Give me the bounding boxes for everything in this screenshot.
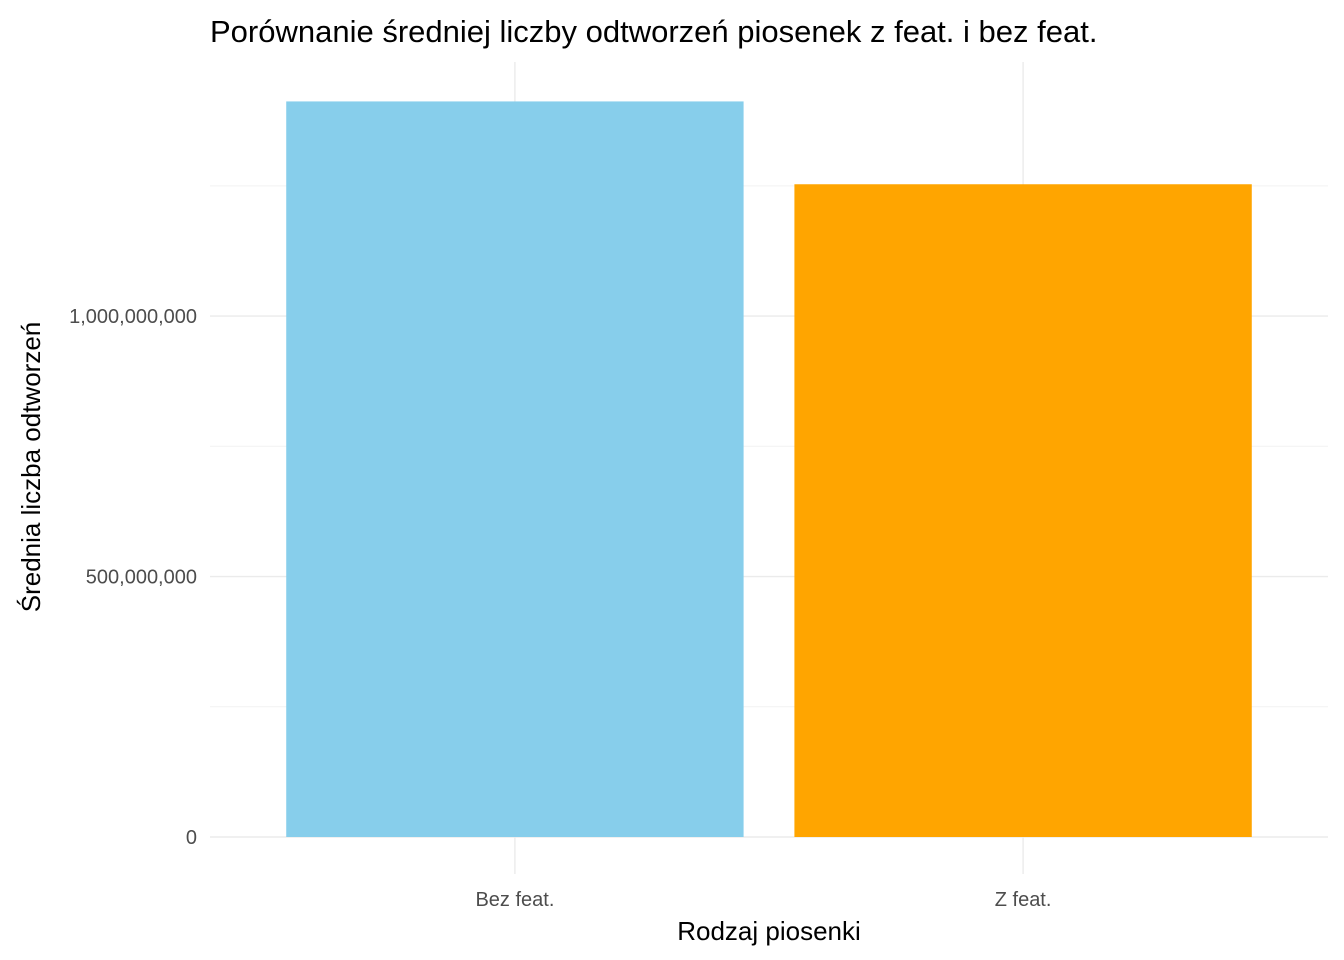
x-tick-label-0: Bez feat. xyxy=(475,889,554,911)
x-tick-label-1: Z feat. xyxy=(995,889,1052,911)
y-axis-title: Średnia liczba odtworzeń xyxy=(16,322,46,613)
x-axis: Bez feat. Z feat. xyxy=(475,889,1051,911)
x-axis-title: Rodzaj piosenki xyxy=(677,916,861,946)
chart-title: Porównanie średniej liczby odtworzeń pio… xyxy=(210,14,1097,49)
bar-1 xyxy=(794,184,1252,837)
y-axis: 0 500,000,000 1,000,000,000 xyxy=(69,306,197,849)
y-tick-label-0: 0 xyxy=(186,827,197,849)
bar-0 xyxy=(286,101,744,838)
plot-area xyxy=(210,62,1328,874)
y-tick-label-1: 500,000,000 xyxy=(86,567,197,589)
bars xyxy=(286,101,1252,838)
y-tick-label-2: 1,000,000,000 xyxy=(69,306,197,328)
